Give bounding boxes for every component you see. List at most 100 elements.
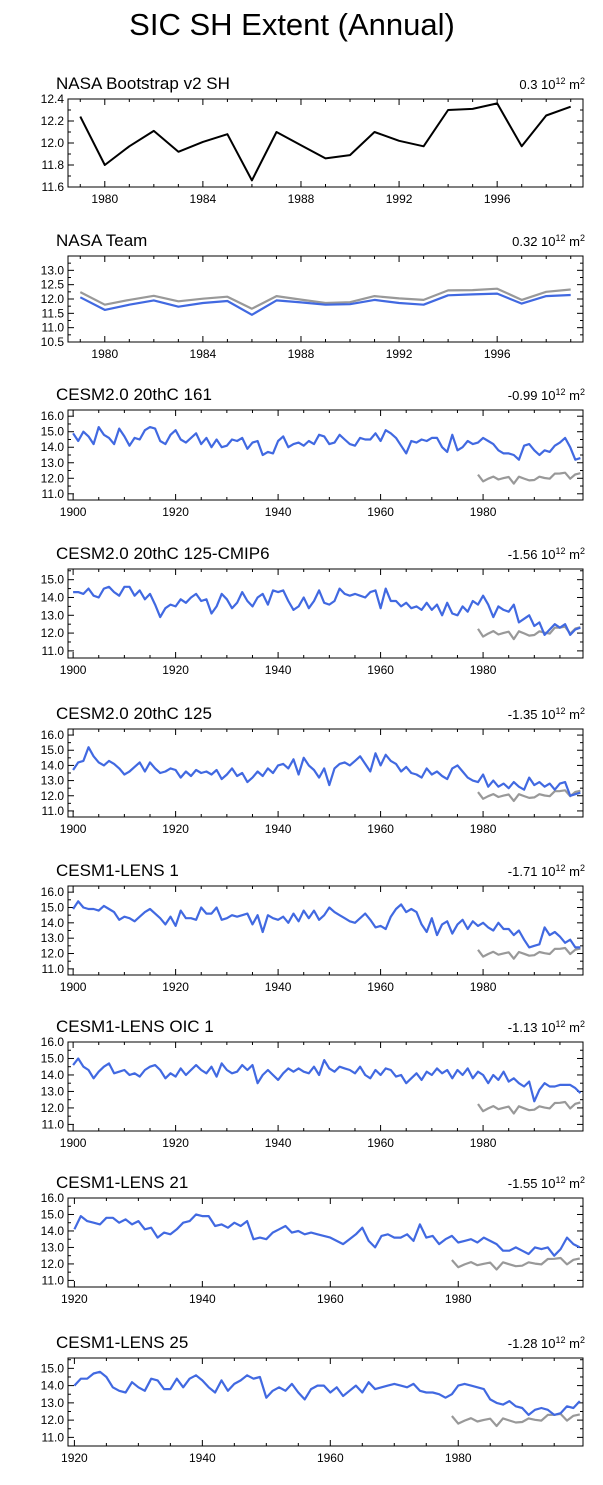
plot-frame	[67, 98, 584, 188]
trend-unit-exp: 12	[556, 546, 566, 556]
figure-title: SIC SH Extent (Annual)	[129, 7, 455, 42]
x-tick-label: 1988	[288, 347, 315, 361]
plot-frame	[67, 409, 584, 501]
trend-value: 0.32	[512, 234, 541, 249]
series-line-nasa-bootstrap-v2-sh	[477, 625, 581, 641]
y-tick-label: 16.0	[41, 409, 65, 423]
x-tick-label: 1980	[445, 1451, 472, 1465]
y-tick-label: 11.0	[42, 804, 65, 818]
y-tick-label: 15.0	[41, 573, 65, 587]
trend-unit-base: 10	[541, 388, 555, 403]
trend-unit-exp: 12	[556, 1335, 566, 1345]
trend-label: -1.13 1012 m2	[508, 1019, 585, 1035]
y-tick-label: 12.0	[41, 1413, 65, 1427]
trend-unit-sup2: 2	[580, 1175, 585, 1185]
series-line-nasa-bootstrap-v2-sh	[79, 287, 571, 310]
panel-title: CESM2.0 20thC 125-CMIP6	[56, 544, 270, 563]
trend-unit-exp: 12	[556, 233, 566, 243]
trend-label: -1.35 1012 m2	[508, 706, 585, 722]
x-tick-label: 1940	[189, 1451, 216, 1465]
y-tick-label: 15.0	[41, 743, 65, 757]
plot-frame	[67, 1357, 584, 1447]
panel-title: CESM2.0 20thC 161	[56, 385, 212, 404]
y-tick-label: 14.0	[41, 590, 65, 604]
trend-label: -1.71 1012 m2	[508, 863, 585, 879]
x-tick-label: 1980	[470, 505, 497, 519]
x-tick-label: 1960	[317, 1451, 344, 1465]
x-tick-label: 1980	[470, 1136, 497, 1150]
x-tick-label: 1960	[367, 1136, 394, 1150]
x-tick-label: 1920	[162, 822, 189, 836]
chart-panel-3: CESM2.0 20thC 161 -0.99 1012 m2 1900 1920 19…	[41, 385, 585, 519]
x-tick-label: 1940	[265, 822, 292, 836]
x-tick-label: 1940	[189, 1292, 216, 1306]
chart-panel-7: CESM1-LENS OIC 1 -1.13 1012 m2 1900 1920 194…	[41, 1017, 585, 1150]
trend-unit-base: 10	[541, 1020, 555, 1035]
trend-unit-base: 10	[541, 707, 555, 722]
x-tick-label: 1940	[265, 980, 292, 994]
x-tick-label: 1992	[386, 347, 413, 361]
series-line-nasa-team	[79, 292, 571, 316]
x-tick-label: 1900	[60, 663, 87, 677]
plot-frame	[67, 1041, 584, 1132]
panel-title: CESM1-LENS 25	[56, 1333, 188, 1352]
trend-value: 0.3	[519, 77, 541, 92]
trend-unit-suffix: m	[566, 1176, 580, 1191]
y-tick-label: 11.8	[42, 158, 65, 172]
y-tick-label: 15.0	[41, 425, 65, 439]
y-tick-label: 12.0	[41, 292, 65, 306]
trend-unit-base: 10	[541, 864, 555, 879]
y-tick-label: 13.0	[41, 456, 65, 470]
trend-label: 0.3 1012 m2	[519, 76, 585, 92]
y-tick-label: 15.0	[41, 1361, 65, 1375]
trend-unit-sup2: 2	[580, 863, 585, 873]
y-tick-label: 16.0	[41, 1191, 65, 1205]
y-tick-label: 13.0	[41, 1396, 65, 1410]
x-tick-label: 1920	[61, 1292, 88, 1306]
trend-unit-sup2: 2	[580, 1019, 585, 1029]
trend-label: -0.99 1012 m2	[508, 387, 585, 403]
y-tick-label: 13.0	[41, 931, 65, 945]
trend-value: -1.13	[508, 1020, 541, 1035]
trend-label: -1.55 1012 m2	[508, 1175, 585, 1191]
trend-unit-exp: 12	[556, 863, 566, 873]
y-tick-label: 14.0	[41, 1068, 65, 1082]
y-tick-label: 16.0	[41, 1035, 65, 1049]
x-tick-label: 1920	[162, 1136, 189, 1150]
x-tick-label: 1960	[367, 505, 394, 519]
trend-value: -1.71	[508, 864, 541, 879]
plot-frame	[67, 1197, 584, 1288]
x-tick-label: 1940	[265, 505, 292, 519]
y-tick-label: 12.0	[41, 1101, 65, 1115]
panel-title: NASA Team	[56, 231, 147, 250]
series-line-cesm1-lens-oic-1	[72, 1057, 582, 1103]
trend-unit-suffix: m	[566, 864, 580, 879]
y-tick-label: 11.0	[42, 1273, 65, 1287]
trend-unit-exp: 12	[556, 1175, 566, 1185]
panel-title: CESM1-LENS OIC 1	[56, 1017, 214, 1036]
x-tick-label: 1996	[484, 192, 511, 206]
trend-unit-exp: 12	[556, 76, 566, 86]
trend-unit-base: 10	[541, 77, 555, 92]
x-tick-label: 1920	[162, 663, 189, 677]
y-tick-label: 11.0	[42, 962, 65, 976]
y-tick-label: 15.0	[41, 1051, 65, 1065]
panel-title: NASA Bootstrap v2 SH	[56, 74, 230, 93]
trend-unit-sup2: 2	[580, 1335, 585, 1345]
y-tick-label: 12.2	[41, 114, 65, 128]
trend-unit-sup2: 2	[580, 233, 585, 243]
trend-unit-suffix: m	[566, 388, 580, 403]
chart-panel-8: CESM1-LENS 21 -1.55 1012 m2 1920 1940 1960 19…	[41, 1173, 585, 1306]
y-tick-label: 12.4	[41, 92, 65, 106]
y-tick-label: 14.0	[41, 440, 65, 454]
panel-title: CESM2.0 20thC 125	[56, 704, 212, 723]
series-line-cesm1-lens-25	[73, 1370, 581, 1417]
x-tick-label: 1984	[190, 192, 217, 206]
y-tick-label: 16.0	[41, 885, 65, 899]
plot-frame	[67, 255, 584, 343]
x-tick-label: 1940	[265, 1136, 292, 1150]
x-tick-label: 1940	[265, 663, 292, 677]
x-tick-label: 1960	[367, 980, 394, 994]
trend-unit-base: 10	[541, 234, 555, 249]
y-tick-label: 11.0	[42, 644, 65, 658]
